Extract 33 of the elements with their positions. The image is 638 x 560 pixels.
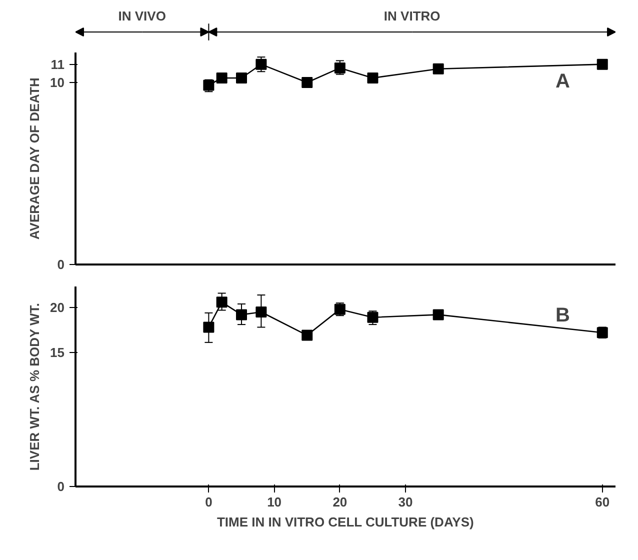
y-tick-label: 0 [57, 257, 65, 272]
point [334, 62, 346, 74]
y-axis-title: AVERAGE DAY OF DEATH [27, 78, 42, 240]
point [302, 330, 313, 341]
point [203, 322, 214, 333]
y-tick-label: 10 [50, 75, 65, 90]
point [216, 72, 228, 84]
point [256, 306, 267, 318]
x-tick-label: 30 [398, 494, 413, 510]
x-tick-label: 0 [205, 494, 212, 510]
point [432, 63, 444, 74]
x-tick-label: 60 [595, 494, 610, 510]
y-tick-label: 20 [50, 300, 65, 316]
x-tick-label: 20 [332, 494, 348, 510]
y-axis-title: LIVER WT. AS % BODY WT. [27, 303, 42, 471]
y-tick-label: 11 [50, 56, 65, 72]
point [596, 58, 608, 70]
point [367, 312, 378, 323]
annotation: A [556, 70, 570, 92]
point [302, 77, 313, 88]
point [256, 58, 267, 70]
point [367, 72, 378, 84]
point [432, 309, 444, 320]
point [216, 296, 228, 308]
text: IN VIVO [118, 8, 166, 24]
annotation: B [556, 304, 570, 326]
x-axis-title: TIME IN IN VITRO CELL CULTURE (DAYS) [216, 514, 474, 530]
text: IN VITRO [384, 8, 440, 24]
x-tick-label: 10 [267, 494, 282, 510]
y-tick-label: 15 [50, 344, 65, 360]
point [236, 72, 247, 84]
point [236, 309, 247, 320]
y-tick-label: 0 [57, 479, 65, 494]
